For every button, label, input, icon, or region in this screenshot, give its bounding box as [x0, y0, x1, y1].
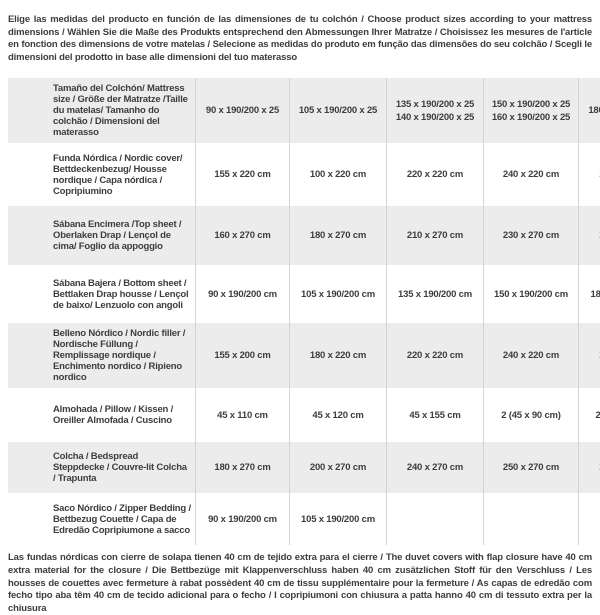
size-cell: 260 x 270 cm	[579, 206, 600, 265]
size-cell: 180 x 190/200 x 25	[579, 78, 600, 143]
size-cell: 45 x 120 cm	[290, 388, 387, 442]
size-cell: 155 x 220 cm	[196, 143, 290, 206]
size-cell: 200 x 270 cm	[290, 442, 387, 493]
table-row-bedspread: Colcha / Bedspread Steppdecke / Couvre-l…	[8, 442, 600, 493]
table-row-mattress-size: Tamaño del Colchón/ Mattress size / Größ…	[8, 78, 600, 143]
table-row-pillow: Almohada / Pillow / Kissen / Oreiller Al…	[8, 388, 600, 442]
size-cell: 270 x 270 cm	[579, 442, 600, 493]
size-cell: 160 x 270 cm	[196, 206, 290, 265]
size-cell: 220 x 220 cm	[387, 143, 484, 206]
table-row-nordic-filler: Belleno Nórdico / Nordic filler / Nordis…	[8, 323, 600, 388]
size-cell: 210 x 270 cm	[387, 206, 484, 265]
size-cell: 180 x 270 cm	[290, 206, 387, 265]
size-table: Tamaño del Colchón/ Mattress size / Größ…	[8, 78, 600, 545]
row-label: Colcha / Bedspread Steppdecke / Couvre-l…	[8, 442, 196, 493]
row-label: Saco Nórdico / Zipper Bedding / Bettbezu…	[8, 493, 196, 545]
size-cell: 260 x 220 cm	[579, 143, 600, 206]
size-cell: 105 x 190/200 cm	[290, 265, 387, 323]
size-cell: 90 x 190/200 cm	[196, 493, 290, 545]
size-cell: 45 x 155 cm	[387, 388, 484, 442]
size-cell: 2 (45 x 90 cm)	[484, 388, 579, 442]
size-cell: 240 x 220 cm	[484, 323, 579, 388]
size-cell: 260 x 220 cm	[579, 323, 600, 388]
table-row-top-sheet: Sábana Encimera /Top sheet / Oberlaken D…	[8, 206, 600, 265]
size-cell	[484, 493, 579, 545]
row-label: Tamaño del Colchón/ Mattress size / Größ…	[8, 78, 196, 143]
size-cell	[579, 493, 600, 545]
size-cell: 240 x 270 cm	[387, 442, 484, 493]
size-cell: 45 x 110 cm	[196, 388, 290, 442]
size-cell: 240 x 220 cm	[484, 143, 579, 206]
intro-text: Elige las medidas del producto en funció…	[8, 14, 592, 64]
size-cell: 135 x 190/200 cm	[387, 265, 484, 323]
size-cell: 2 (45 x 110 cm)	[579, 388, 600, 442]
size-cell: 90 x 190/200 x 25	[196, 78, 290, 143]
footer-note: Las fundas nórdicas con cierre de solapa…	[8, 552, 592, 615]
size-cell: 180 x 190/200 cm	[579, 265, 600, 323]
size-cell: 150 x 190/200 x 25 160 x 190/200 x 25	[484, 78, 579, 143]
row-label: Funda Nórdica / Nordic cover/ Bettdecken…	[8, 143, 196, 206]
row-label: Sábana Encimera /Top sheet / Oberlaken D…	[8, 206, 196, 265]
size-cell: 100 x 220 cm	[290, 143, 387, 206]
size-cell: 180 x 270 cm	[196, 442, 290, 493]
row-label: Almohada / Pillow / Kissen / Oreiller Al…	[8, 388, 196, 442]
size-cell: 180 x 220 cm	[290, 323, 387, 388]
size-cell: 105 x 190/200 cm	[290, 493, 387, 545]
size-cell: 135 x 190/200 x 25 140 x 190/200 x 25	[387, 78, 484, 143]
table-row-zipper-bedding: Saco Nórdico / Zipper Bedding / Bettbezu…	[8, 493, 600, 545]
table-row-bottom-sheet: Sábana Bajera / Bottom sheet / Bettlaken…	[8, 265, 600, 323]
size-cell: 230 x 270 cm	[484, 206, 579, 265]
size-cell	[387, 493, 484, 545]
size-cell: 250 x 270 cm	[484, 442, 579, 493]
size-cell: 150 x 190/200 cm	[484, 265, 579, 323]
size-cell: 90 x 190/200 cm	[196, 265, 290, 323]
size-cell: 155 x 200 cm	[196, 323, 290, 388]
table-row-nordic-cover: Funda Nórdica / Nordic cover/ Bettdecken…	[8, 143, 600, 206]
row-label: Sábana Bajera / Bottom sheet / Bettlaken…	[8, 265, 196, 323]
row-label: Belleno Nórdico / Nordic filler / Nordis…	[8, 323, 196, 388]
size-cell: 220 x 220 cm	[387, 323, 484, 388]
size-cell: 105 x 190/200 x 25	[290, 78, 387, 143]
